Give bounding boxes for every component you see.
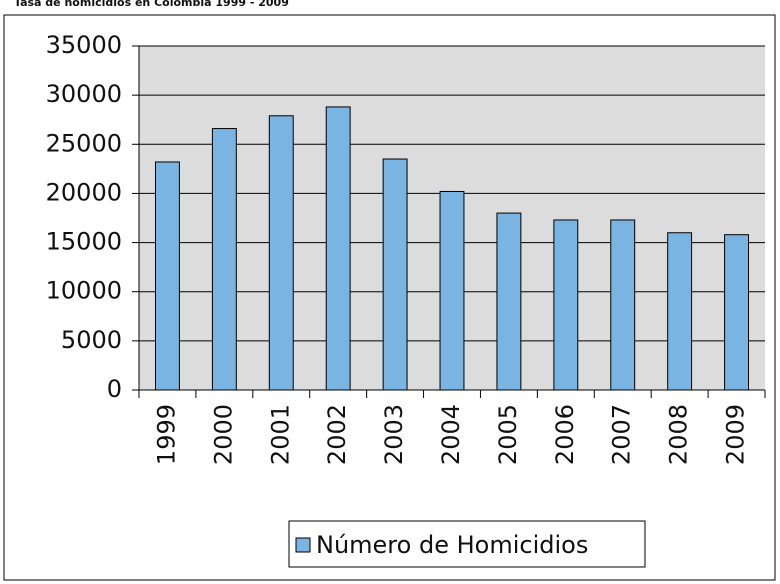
x-tick-label: 2003 (380, 404, 408, 465)
y-tick-label: 10000 (46, 277, 122, 305)
x-tick-label: 2001 (266, 404, 294, 465)
bar (496, 212, 522, 391)
y-tick-label: 5000 (61, 326, 122, 354)
legend-swatch (295, 537, 311, 553)
y-tick-label: 30000 (46, 80, 122, 108)
y-tick-label: 0 (107, 375, 122, 403)
bar (553, 219, 579, 391)
legend-box (288, 520, 646, 568)
x-tick-label: 2000 (209, 404, 237, 465)
x-tick-label: 2004 (437, 404, 465, 465)
bar (667, 232, 693, 391)
bar (211, 128, 237, 391)
bar (610, 219, 636, 391)
x-tick-label: 2009 (722, 404, 750, 465)
x-tick-label: 2005 (494, 404, 522, 465)
y-tick-label: 25000 (46, 129, 122, 157)
bar (268, 115, 294, 391)
x-tick-label: 2006 (551, 404, 579, 465)
bar (439, 190, 465, 391)
x-tick-label: 1999 (152, 404, 180, 465)
y-tick-label: 35000 (46, 31, 122, 59)
bar (155, 161, 180, 391)
x-tick-label: 2007 (608, 404, 636, 465)
bar (382, 158, 408, 391)
chart-title: Tasa de homicidios en Colombia 1999 - 20… (14, 0, 289, 9)
legend-label: Número de Homicidios (316, 531, 588, 559)
bar (325, 106, 351, 391)
x-tick-label: 2002 (323, 404, 351, 465)
y-tick-label: 20000 (46, 178, 122, 206)
y-tick-label: 15000 (46, 228, 122, 256)
bar (724, 234, 749, 391)
x-tick-label: 2008 (665, 404, 693, 465)
